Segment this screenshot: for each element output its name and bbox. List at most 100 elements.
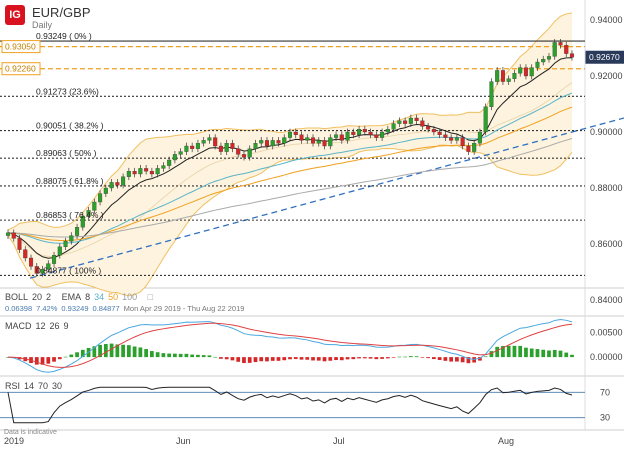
macd-histogram-bar [299,357,304,360]
macd-histogram-bar [362,357,367,359]
macd-histogram-bar [40,357,45,365]
candle-body [443,134,448,138]
candle-body [489,81,494,107]
fib-label: 0.88075 ( 61.8% ) [36,176,104,186]
macd-line [7,318,573,373]
candle-body [201,140,206,144]
candle-body [483,106,488,133]
macd-histogram-bar [426,357,430,359]
fib-date-range: Mon Apr 29 2019 - Thu Aug 22 2019 [123,304,245,313]
macd-histogram-bar [63,356,68,358]
fib-high: 0.93249 [61,304,89,313]
candle-body [126,171,131,177]
indicator-legend: BOLL 20 2 EMA 8 34 50 100 □ [5,292,154,302]
candle-body [57,246,62,256]
macd-histogram-bar [173,353,177,358]
candle-body [161,165,166,169]
macd-histogram-bar [69,354,74,358]
candle-body [391,123,396,130]
macd-histogram-bar [155,352,160,358]
macd-slow: 26 [49,321,60,331]
candle-body [63,241,68,247]
symbol-title: EUR/GBP [32,5,91,20]
candle-body [247,148,252,158]
ema-34: 34 [94,292,105,302]
macd-histogram-bar [121,344,125,358]
candle-body [34,266,39,274]
candle-body [454,137,459,141]
price-tick-label: 0.84000 [590,295,623,305]
candle-body [495,70,500,82]
macd-histogram-bar [311,357,315,361]
macd-histogram-bar [547,350,551,358]
candle-body [69,235,74,242]
bollinger-lower [7,144,573,297]
macd-histogram-bar [270,357,275,361]
candle-body [374,134,379,138]
candle-body [75,227,80,236]
x-label-jun: Jun [176,436,191,446]
rsi-label[interactable]: RSI [5,381,21,391]
boll-label[interactable]: BOLL [5,292,29,302]
macd-histogram-bar [46,357,51,364]
candle-body [426,126,431,130]
candle-body [230,143,235,149]
trendline-dashed [29,117,624,279]
candle-body [287,131,293,138]
candle-body [357,129,362,135]
candle-body [172,154,177,161]
main-grid [0,0,624,431]
candle-body [535,61,540,68]
candle-body [195,143,200,149]
macd-histogram-bar [293,357,298,360]
candle-body [270,140,275,147]
macd-histogram-bar [385,357,390,359]
macd-histogram-bar [75,352,79,358]
candle-body [144,168,149,172]
rsi-tick-label: 70 [600,387,610,397]
macd-label[interactable]: MACD [5,321,32,331]
macd-histogram-bar [184,353,189,358]
candle-body [264,140,270,147]
macd-histogram-bar [397,356,402,358]
macd-histogram-bar [247,357,252,363]
candle-body [472,143,477,152]
candle-body [138,168,143,175]
boll-period: 20 [32,292,43,302]
macd-histogram-bar [144,349,148,358]
macd-histogram-bar [524,347,528,358]
orange-levels [0,45,585,70]
rsi-panel: 70 30 [0,386,610,424]
candle-body [276,140,281,144]
macd-histogram-bar [34,357,39,365]
candle-body [403,120,408,124]
macd-panel: 0.00000 0.00500 [6,318,623,373]
macd-histogram-bar [196,354,200,358]
rsi-lower: 30 [52,381,63,391]
candle-body [512,73,517,79]
candle-body [546,56,552,60]
data-disclaimer: Data is indicative [4,429,57,436]
price-tick-label: 0.92000 [590,71,623,81]
macd-histogram-bar [126,345,131,358]
macd-histogram-bar [518,345,523,358]
candle-body [368,131,373,135]
ema-label[interactable]: EMA [61,292,82,302]
candle-body [345,131,350,141]
candle-body [213,137,218,147]
macd-tick-label: 0.00500 [590,328,623,338]
candle-body [28,257,34,267]
rsi-line [7,386,573,424]
candle-body [293,131,298,135]
x-label-jul: Jul [333,436,345,446]
fib-labels: 0.93249 ( 0% ) 0.91273 (23.6%) 0.90051 ( 3… [36,31,104,275]
macd-histogram-bar [460,357,465,363]
candle-body [23,249,28,259]
candle-body [397,120,402,124]
macd-histogram-bar [276,357,281,361]
macd-histogram-bar [161,353,166,358]
macd-histogram-bar [558,350,563,358]
x-label-2019: 2019 [4,436,25,446]
candle-body [98,193,103,203]
